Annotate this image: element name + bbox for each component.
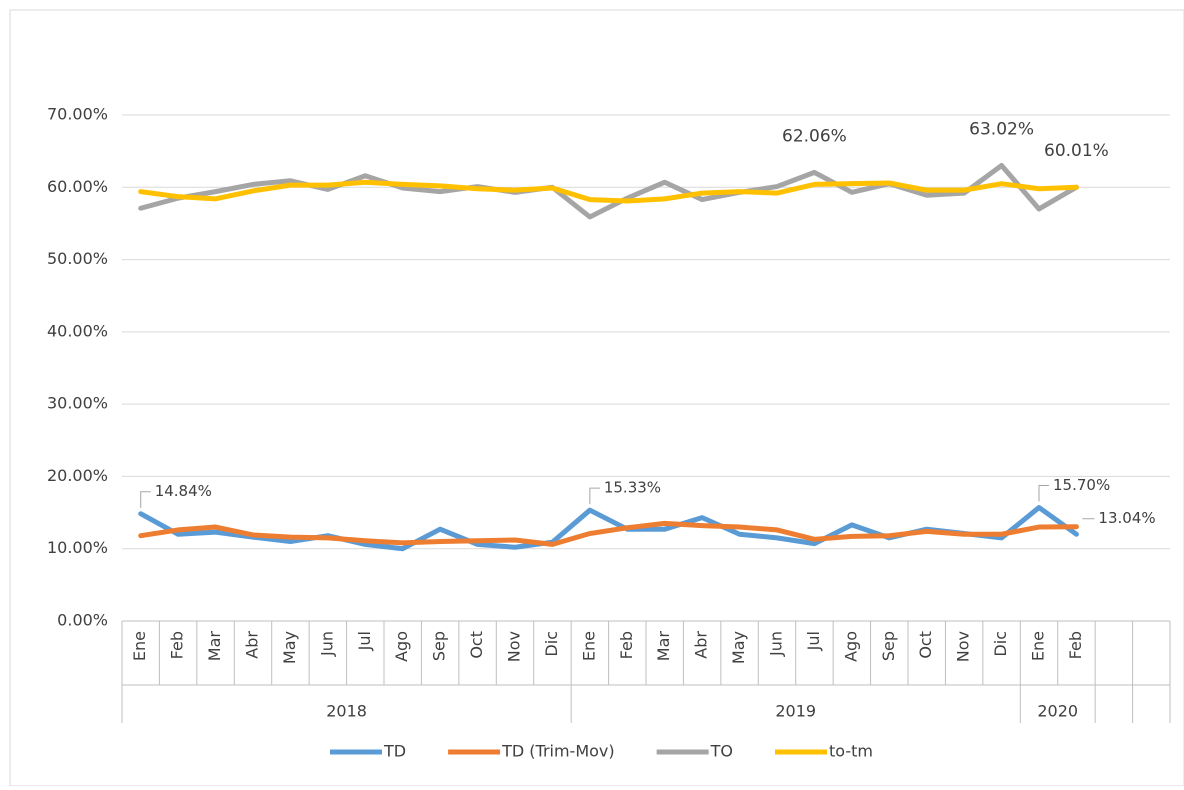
- x-tick-label: Mar: [654, 631, 673, 662]
- x-tick-label: Sep: [430, 631, 449, 661]
- data-label: 63.02%: [969, 119, 1034, 139]
- x-tick-label: Feb: [168, 631, 187, 659]
- legend-label: TD (Trim-Mov): [501, 742, 615, 761]
- legend-label: to-tm: [829, 742, 873, 761]
- y-tick-label: 70.00%: [47, 105, 108, 124]
- label-leader: [140, 491, 151, 508]
- x-tick-label: Jul: [355, 631, 374, 651]
- x-tick-label: Nov: [505, 631, 524, 662]
- y-tick-label: 50.00%: [47, 249, 108, 268]
- x-tick-label: Oct: [467, 631, 486, 659]
- data-label: 15.33%: [604, 479, 661, 497]
- y-tick-label: 20.00%: [47, 466, 108, 485]
- x-tick-label: Jun: [317, 631, 336, 657]
- data-label: 15.70%: [1053, 476, 1110, 494]
- x-tick-label: Abr: [692, 631, 711, 659]
- data-label: 13.04%: [1098, 509, 1155, 527]
- series-line: [138, 179, 1079, 204]
- data-label: 14.84%: [155, 482, 212, 500]
- x-tick-label: Ene: [130, 631, 149, 661]
- x-tick-label: May: [729, 631, 748, 664]
- y-tick-label: 10.00%: [47, 538, 108, 557]
- chart-frame: [9, 9, 1184, 787]
- data-label: 60.01%: [1044, 141, 1109, 161]
- x-group-label: 2020: [1037, 702, 1078, 721]
- label-leader: [1038, 485, 1049, 502]
- x-tick-label: Ago: [392, 631, 411, 662]
- y-tick-label: 60.00%: [47, 177, 108, 196]
- label-leader: [589, 487, 600, 505]
- y-tick-label: 0.00%: [57, 611, 108, 630]
- legend-label: TO: [710, 742, 733, 761]
- x-tick-label: Jun: [767, 631, 786, 657]
- x-tick-label: Nov: [954, 631, 973, 662]
- series-line: [138, 162, 1079, 220]
- x-tick-label: Sep: [879, 631, 898, 661]
- x-group-label: 2018: [326, 702, 367, 721]
- series-line: [138, 520, 1079, 547]
- x-tick-label: Ene: [579, 631, 598, 661]
- x-tick-label: Dic: [991, 631, 1010, 657]
- x-tick-label: May: [280, 631, 299, 664]
- x-tick-label: Ago: [841, 631, 860, 662]
- y-tick-label: 40.00%: [47, 321, 108, 340]
- x-tick-label: Oct: [916, 631, 935, 659]
- x-tick-label: Mar: [205, 631, 224, 662]
- legend-label: TD: [383, 742, 406, 761]
- data-label: 62.06%: [782, 126, 847, 146]
- x-tick-label: Jul: [804, 631, 823, 651]
- x-tick-label: Ene: [1029, 631, 1048, 661]
- x-group-label: 2019: [775, 702, 816, 721]
- x-tick-label: Feb: [617, 631, 636, 659]
- y-tick-label: 30.00%: [47, 394, 108, 413]
- x-tick-label: Feb: [1066, 631, 1085, 659]
- x-tick-label: Abr: [243, 631, 262, 659]
- x-tick-label: Dic: [542, 631, 561, 657]
